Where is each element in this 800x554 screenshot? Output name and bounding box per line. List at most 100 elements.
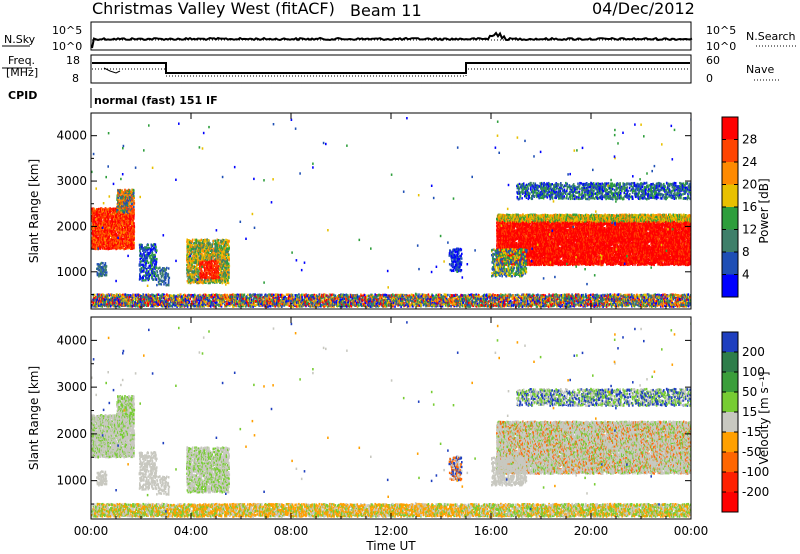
nsearch-tick-bottom: 10^0 bbox=[706, 40, 736, 53]
scatter-cell bbox=[365, 297, 367, 299]
scatter-cell bbox=[516, 300, 518, 302]
scatter-cell bbox=[133, 294, 135, 296]
scatter-cell bbox=[675, 294, 677, 296]
scatter-cell bbox=[205, 304, 207, 306]
scatter-cell bbox=[158, 294, 160, 296]
scatter-cell bbox=[297, 305, 299, 307]
freq-series bbox=[92, 63, 690, 73]
scatter-cell bbox=[447, 294, 449, 296]
scatter-cell bbox=[511, 304, 513, 306]
scatter-cell bbox=[189, 294, 191, 296]
scatter-cell bbox=[349, 299, 351, 301]
scatter-cell bbox=[508, 304, 510, 306]
freq-early-segment bbox=[104, 68, 120, 73]
scatter-cell bbox=[418, 293, 420, 295]
scatter-cell bbox=[164, 295, 166, 297]
scatter-cell bbox=[512, 294, 514, 296]
scatter-cell bbox=[301, 294, 303, 296]
scatter-cell bbox=[639, 294, 641, 296]
scatter-cell bbox=[667, 300, 669, 302]
plot-title: Christmas Valley West (fitACF) bbox=[92, 0, 335, 18]
scatter-cell bbox=[488, 302, 490, 304]
scatter-cell bbox=[437, 305, 439, 307]
scatter-cell bbox=[590, 297, 592, 299]
scatter-cell bbox=[590, 294, 592, 296]
scatter-cell bbox=[236, 305, 238, 307]
scatter-cell bbox=[287, 302, 289, 304]
nsky-tick-top: 10^5 bbox=[52, 24, 82, 37]
scatter-cell bbox=[109, 294, 111, 296]
scatter-cell bbox=[508, 299, 510, 301]
scatter-cell bbox=[265, 295, 267, 297]
scatter-cell bbox=[240, 302, 242, 304]
scatter-cell bbox=[292, 294, 294, 296]
scatter-cell bbox=[188, 304, 190, 306]
scatter-cell bbox=[247, 294, 249, 296]
scatter-cell bbox=[386, 294, 388, 296]
nave-tick-bottom: 0 bbox=[706, 72, 713, 85]
date-label: 04/Dec/2012 bbox=[592, 0, 695, 18]
scatter-cell bbox=[374, 293, 376, 295]
nave-label: Nave bbox=[746, 63, 774, 76]
scatter-cell bbox=[537, 294, 539, 296]
scatter-cell bbox=[321, 304, 323, 306]
scatter-cell bbox=[304, 294, 306, 296]
scatter-cell bbox=[213, 293, 215, 295]
scatter-cell bbox=[549, 294, 551, 296]
nsearch-label: N.Search bbox=[746, 30, 796, 43]
scatter-cell bbox=[510, 294, 512, 296]
scatter-cell bbox=[216, 304, 218, 306]
nsky-panel-frame bbox=[91, 22, 691, 50]
scatter-cell bbox=[301, 296, 303, 298]
scatter-cell bbox=[515, 294, 517, 296]
scatter-cell bbox=[638, 298, 640, 300]
scatter-cell bbox=[255, 304, 257, 306]
scatter-cell bbox=[522, 306, 524, 308]
scatter-cell bbox=[226, 294, 228, 296]
scatter-cell bbox=[95, 305, 97, 307]
scatter-cell bbox=[135, 305, 137, 307]
scatter-cell bbox=[598, 300, 600, 302]
scatter-cell bbox=[583, 296, 585, 298]
scatter-cell bbox=[543, 294, 545, 296]
scatter-cell bbox=[458, 296, 460, 298]
scatter-cell bbox=[420, 304, 422, 306]
scatter-cell bbox=[205, 301, 207, 303]
scatter-cell bbox=[601, 294, 603, 296]
scatter-cell bbox=[278, 294, 280, 296]
scatter-cell bbox=[199, 294, 201, 296]
cpid-text: normal (fast) 151 IF bbox=[94, 94, 218, 107]
scatter-cell bbox=[303, 304, 305, 306]
scatter-cell bbox=[611, 298, 613, 300]
scatter-cell bbox=[667, 295, 669, 297]
scatter-cell bbox=[298, 293, 300, 295]
scatter-cell bbox=[358, 304, 360, 306]
scatter-cell bbox=[452, 298, 454, 300]
scatter-cell bbox=[244, 294, 246, 296]
scatter-cell bbox=[293, 296, 295, 298]
scatter-cell bbox=[297, 295, 299, 297]
scatter-cell bbox=[542, 305, 544, 307]
scatter-cell bbox=[413, 294, 415, 296]
scatter-cell bbox=[441, 296, 443, 298]
scatter-cell bbox=[284, 298, 286, 300]
scatter-cell bbox=[575, 303, 577, 305]
scatter-cell bbox=[584, 305, 586, 307]
scatter-cell bbox=[688, 293, 690, 295]
scatter-cell bbox=[583, 294, 585, 296]
scatter-cell bbox=[527, 300, 529, 302]
scatter-cell bbox=[519, 302, 521, 304]
nsky-label: N.Sky bbox=[4, 33, 36, 46]
scatter-cell bbox=[247, 299, 249, 301]
nave-tick-top: 60 bbox=[706, 54, 720, 67]
nsearch-tick-top: 10^5 bbox=[706, 24, 736, 37]
cpid-label: CPID bbox=[8, 89, 37, 102]
scatter-cell bbox=[273, 294, 275, 296]
scatter-cell bbox=[94, 294, 96, 296]
freq-tick-bottom: 8 bbox=[72, 72, 79, 85]
scatter-cell bbox=[318, 304, 320, 306]
scatter-cell bbox=[145, 294, 147, 296]
scatter-cell bbox=[684, 300, 686, 302]
scatter-cell bbox=[519, 300, 521, 302]
scatter-cell bbox=[262, 298, 264, 300]
